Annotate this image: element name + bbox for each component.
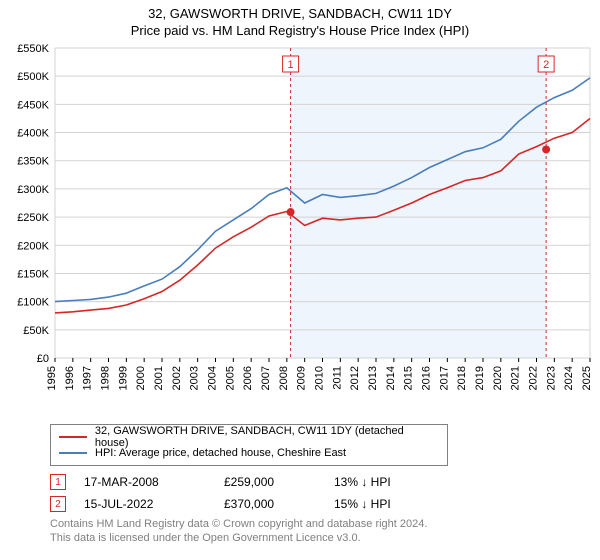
- svg-text:2011: 2011: [331, 366, 343, 390]
- title-block: 32, GAWSWORTH DRIVE, SANDBACH, CW11 1DY …: [0, 0, 600, 38]
- svg-text:2019: 2019: [474, 366, 486, 390]
- event-marker-num: 2: [55, 499, 61, 510]
- svg-text:2016: 2016: [421, 366, 433, 390]
- footer-line: This data is licensed under the Open Gov…: [50, 532, 600, 546]
- event-date: 15-JUL-2022: [84, 497, 224, 511]
- svg-text:2005: 2005: [224, 366, 236, 390]
- event-row: 2 15-JUL-2022 £370,000 15% ↓ HPI: [50, 496, 600, 512]
- legend-swatch: [59, 436, 87, 438]
- event-date: 17-MAR-2008: [84, 475, 224, 489]
- svg-text:£200K: £200K: [17, 240, 49, 252]
- svg-text:£100K: £100K: [17, 297, 49, 309]
- svg-text:2006: 2006: [242, 366, 254, 390]
- event-price: £370,000: [224, 497, 334, 511]
- svg-text:2010: 2010: [314, 366, 326, 390]
- legend-label: HPI: Average price, detached house, Ches…: [95, 447, 346, 459]
- footer-line: Contains HM Land Registry data © Crown c…: [50, 518, 600, 532]
- svg-text:1995: 1995: [46, 366, 58, 390]
- svg-text:£300K: £300K: [17, 184, 49, 196]
- title-main: 32, GAWSWORTH DRIVE, SANDBACH, CW11 1DY: [0, 6, 600, 21]
- event-row: 1 17-MAR-2008 £259,000 13% ↓ HPI: [50, 474, 600, 490]
- legend: 32, GAWSWORTH DRIVE, SANDBACH, CW11 1DY …: [50, 424, 448, 466]
- svg-text:£350K: £350K: [17, 156, 49, 168]
- svg-text:2024: 2024: [563, 366, 575, 390]
- svg-text:2002: 2002: [171, 366, 183, 390]
- svg-text:1998: 1998: [100, 366, 112, 390]
- event-marker-num: 1: [55, 477, 61, 488]
- svg-text:£500K: £500K: [17, 71, 49, 83]
- svg-text:2013: 2013: [367, 366, 379, 390]
- svg-text:2017: 2017: [438, 366, 450, 390]
- event-marker-icon: 2: [50, 496, 66, 512]
- svg-text:2022: 2022: [528, 366, 540, 390]
- svg-text:1: 1: [288, 59, 294, 71]
- svg-text:2007: 2007: [260, 366, 272, 390]
- chart-svg: £0 £50K £100K £150K £200K £250K £300K £350K £400…: [0, 38, 600, 418]
- svg-text:2025: 2025: [581, 366, 593, 390]
- svg-text:2012: 2012: [349, 366, 361, 390]
- svg-text:£50K: £50K: [23, 325, 49, 337]
- svg-text:£0: £0: [37, 353, 49, 365]
- chart-area: £0 £50K £100K £150K £200K £250K £300K £350K £400…: [0, 38, 600, 418]
- event-price: £259,000: [224, 475, 334, 489]
- svg-text:2: 2: [543, 59, 549, 71]
- svg-text:2018: 2018: [456, 366, 468, 390]
- svg-text:2008: 2008: [278, 366, 290, 390]
- svg-text:1999: 1999: [117, 366, 129, 390]
- svg-text:£250K: £250K: [17, 212, 49, 224]
- svg-text:2020: 2020: [492, 366, 504, 390]
- svg-text:2009: 2009: [296, 366, 308, 390]
- svg-text:£550K: £550K: [17, 43, 49, 55]
- events-table: 1 17-MAR-2008 £259,000 13% ↓ HPI 2 15-JU…: [50, 474, 600, 512]
- svg-text:2014: 2014: [385, 366, 397, 390]
- svg-text:£400K: £400K: [17, 128, 49, 140]
- legend-row: 32, GAWSWORTH DRIVE, SANDBACH, CW11 1DY …: [59, 429, 439, 445]
- event-diff: 15% ↓ HPI: [334, 497, 444, 511]
- svg-text:£450K: £450K: [17, 99, 49, 111]
- svg-text:2015: 2015: [403, 366, 415, 390]
- legend-swatch: [59, 452, 87, 454]
- svg-text:2021: 2021: [510, 366, 522, 390]
- svg-text:1997: 1997: [82, 366, 94, 390]
- svg-text:2023: 2023: [545, 366, 557, 390]
- svg-text:2001: 2001: [153, 366, 165, 390]
- svg-text:£150K: £150K: [17, 268, 49, 280]
- svg-text:2003: 2003: [189, 366, 201, 390]
- event-diff: 13% ↓ HPI: [334, 475, 444, 489]
- event-marker-icon: 1: [50, 474, 66, 490]
- svg-text:1996: 1996: [64, 366, 76, 390]
- chart-container: 32, GAWSWORTH DRIVE, SANDBACH, CW11 1DY …: [0, 0, 600, 546]
- legend-label: 32, GAWSWORTH DRIVE, SANDBACH, CW11 1DY …: [95, 425, 439, 449]
- svg-text:2000: 2000: [135, 366, 147, 390]
- title-sub: Price paid vs. HM Land Registry's House …: [0, 23, 600, 38]
- svg-text:2004: 2004: [207, 366, 219, 390]
- footer: Contains HM Land Registry data © Crown c…: [50, 518, 600, 546]
